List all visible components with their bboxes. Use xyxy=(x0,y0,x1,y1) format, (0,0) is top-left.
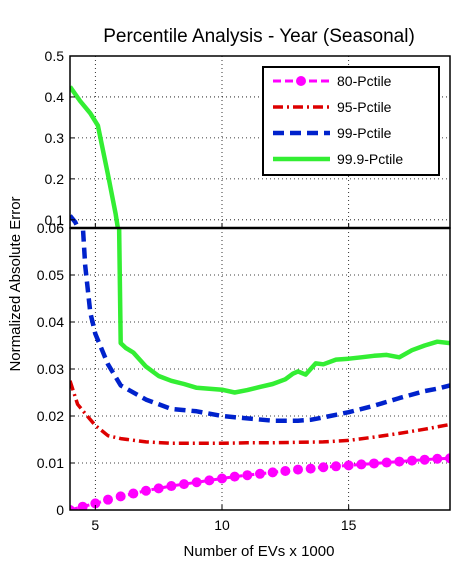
point-80-Pctile-15 xyxy=(255,468,265,479)
point-80-Pctile-6 xyxy=(141,485,151,496)
point-80-Pctile-27 xyxy=(407,455,417,466)
point-80-Pctile-9 xyxy=(179,479,189,490)
point-80-Pctile-8 xyxy=(166,481,177,492)
chart-title: Percentile Analysis - Year (Seasonal) xyxy=(103,26,415,47)
legend: 80-Pctile 95-Pctile 99-Pctile 99.9-Pctile xyxy=(262,66,440,176)
upper-y-tick-label-4: 0.5 xyxy=(45,48,65,64)
legend-label-95-Pctile: 95-Pctile xyxy=(337,99,392,115)
series-line-95-Pctile-lower xyxy=(70,380,450,446)
legend-marker-80-Pctile xyxy=(296,76,306,86)
x-tick-label-2: 15 xyxy=(341,517,357,533)
lower-y-tick-label-3: 0.03 xyxy=(37,361,64,377)
x-axis-label: Number of EVs x 1000 xyxy=(184,543,335,560)
legend-items: 80-Pctile 95-Pctile 99-Pctile 99.9-Pctile xyxy=(273,73,403,167)
x-tick-label-0: 5 xyxy=(91,517,99,533)
point-80-Pctile-14 xyxy=(242,470,253,481)
upper-y-tick-label-1: 0.2 xyxy=(45,171,65,187)
lower-y-tick-label-1: 0.01 xyxy=(37,455,64,471)
upper-y-tick-label-3: 0.4 xyxy=(45,89,65,105)
point-80-Pctile-23 xyxy=(356,459,367,470)
point-80-Pctile-25 xyxy=(381,457,392,468)
upper-y-tick-label-2: 0.3 xyxy=(45,130,65,146)
series-line-99.9-Pctile-lower xyxy=(116,228,450,395)
upper-y-tick-label-0: 0.1 xyxy=(45,212,65,228)
y-axis-label: Normalized Absolute Error xyxy=(7,196,24,371)
point-80-Pctile-26 xyxy=(394,456,405,467)
lower-y-tick-label-6: 0.06 xyxy=(37,220,64,236)
point-80-Pctile-11 xyxy=(204,475,215,486)
lower-panel: 0 0.01 0.02 0.03 0.04 0.05 0.06 5 10 15 xyxy=(37,220,451,533)
point-80-Pctile-30 xyxy=(445,453,450,464)
lower-y-tick-label-5: 0.05 xyxy=(37,267,64,283)
point-80-Pctile-0 xyxy=(70,505,75,510)
point-80-Pctile-5 xyxy=(128,488,139,499)
point-80-Pctile-19 xyxy=(305,463,316,474)
point-80-Pctile-28 xyxy=(419,454,430,465)
point-80-Pctile-12 xyxy=(217,473,227,484)
point-80-Pctile-20 xyxy=(318,462,329,473)
point-80-Pctile-16 xyxy=(267,467,278,478)
point-80-Pctile-1 xyxy=(77,501,88,510)
point-80-Pctile-13 xyxy=(229,471,240,482)
point-80-Pctile-10 xyxy=(191,477,202,488)
x-ticks: 5 10 15 xyxy=(91,517,356,533)
legend-label-99.9-Pctile: 99.9-Pctile xyxy=(337,151,403,167)
lower-y-tick-label-4: 0.04 xyxy=(37,314,64,330)
legend-label-99-Pctile: 99-Pctile xyxy=(337,125,392,141)
point-80-Pctile-24 xyxy=(369,458,379,469)
point-80-Pctile-21 xyxy=(331,461,341,472)
point-80-Pctile-22 xyxy=(343,460,354,471)
point-80-Pctile-18 xyxy=(293,464,303,475)
point-80-Pctile-17 xyxy=(280,465,291,476)
upper-ticks: 0.1 0.2 0.3 0.4 0.5 xyxy=(45,48,350,228)
lower-y-tick-label-2: 0.02 xyxy=(37,408,64,424)
point-80-Pctile-29 xyxy=(432,453,443,464)
point-80-Pctile-3 xyxy=(103,494,113,505)
series-line-99-Pctile-lower xyxy=(80,228,450,423)
point-80-Pctile-7 xyxy=(153,483,164,494)
lower-series xyxy=(70,228,450,510)
legend-label-80-Pctile: 80-Pctile xyxy=(337,73,392,89)
x-tick-label-1: 10 xyxy=(214,517,230,533)
lower-ticks: 0 0.01 0.02 0.03 0.04 0.05 0.06 xyxy=(37,220,350,518)
lower-y-tick-label-0: 0 xyxy=(56,502,64,518)
point-80-Pctile-4 xyxy=(115,491,126,502)
